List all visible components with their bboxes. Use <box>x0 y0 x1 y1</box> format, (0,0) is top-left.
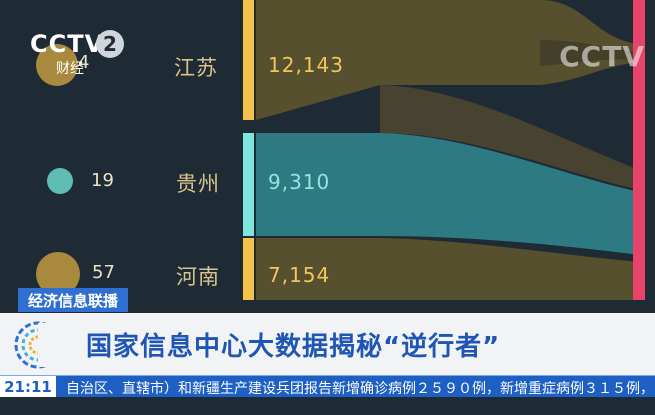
channel-name: 财经 <box>56 61 84 77</box>
flow-jiangsu-strip <box>540 40 640 66</box>
node-bar-guizhou <box>243 133 254 236</box>
news-ticker: 21:11 自治区、直辖市）和新疆生产建设兵团报告新增确诊病例２５９０例，新增重… <box>0 375 655 398</box>
province-label: 贵州 <box>176 172 220 196</box>
news-logo-icon <box>14 321 64 369</box>
channel-number-badge: 2 <box>96 30 124 58</box>
right-edge-stripe <box>633 0 645 300</box>
value-label: 12,143 <box>268 53 344 77</box>
channel-logo: CCTV 2 财经 <box>30 30 130 80</box>
rank-number: 19 <box>91 170 114 191</box>
headline-title: 国家信息中心大数据揭秘“逆行者” <box>86 332 501 362</box>
value-label: 7,154 <box>268 263 331 287</box>
node-bar-henan <box>243 238 254 300</box>
node-bar-jiangsu <box>243 0 254 120</box>
broadcast-clock: 21:11 <box>0 376 56 398</box>
rank-circle <box>36 44 78 86</box>
rank-number: 4 <box>78 52 90 73</box>
flow-guizhou <box>256 133 640 255</box>
flow-henan <box>256 238 640 300</box>
flow-jiangsu <box>256 0 640 120</box>
value-label: 9,310 <box>268 170 331 194</box>
ticker-text: 自治区、直辖市）和新疆生产建设兵团报告新增确诊病例２５９０例，新增重症病例３１５… <box>66 381 651 397</box>
cctv-watermark: CCTV <box>559 40 645 73</box>
bottom-strip <box>0 397 655 415</box>
province-label: 河南 <box>176 265 220 289</box>
rank-number: 57 <box>92 262 115 283</box>
program-tag: 经济信息联播 <box>18 288 129 312</box>
headline-bar: 国家信息中心大数据揭秘“逆行者” <box>0 313 655 375</box>
province-label: 江苏 <box>174 56 218 80</box>
cctv-wordmark: CCTV <box>30 30 105 58</box>
rank-circle <box>47 168 73 194</box>
